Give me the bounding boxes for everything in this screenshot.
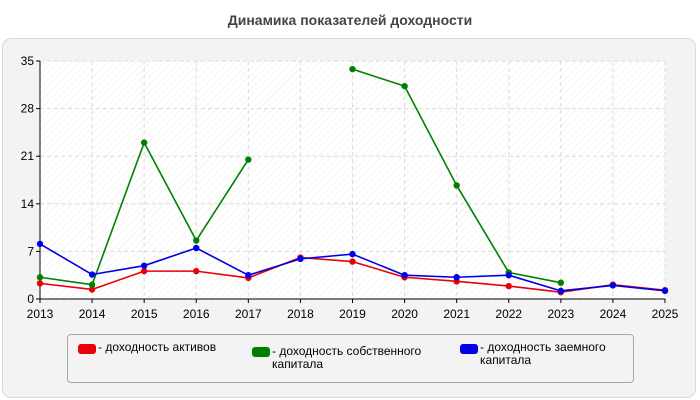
data-point [505, 282, 512, 290]
x-tick-label: 2013 [27, 307, 54, 321]
data-point [193, 237, 200, 244]
x-tick-label: 2025 [652, 307, 679, 321]
data-point [36, 274, 44, 281]
y-tick-label: 21 [21, 149, 35, 163]
data-point [661, 287, 669, 295]
y-tick-label: 35 [21, 54, 35, 68]
data-point [557, 279, 565, 286]
series-layer [36, 65, 669, 296]
data-point [401, 272, 408, 279]
x-tick-label: 2019 [339, 307, 366, 321]
x-tick-label: 2017 [235, 307, 262, 321]
chart-title: Динамика показателей доходности [227, 12, 473, 28]
x-tick-label: 2014 [79, 307, 106, 321]
legend: - доходность активов - доходность собств… [67, 334, 634, 383]
data-point [349, 250, 356, 258]
data-point [193, 244, 200, 252]
data-point [245, 156, 252, 163]
x-tick-label: 2015 [131, 307, 158, 321]
data-point [140, 139, 148, 146]
data-point [88, 271, 96, 278]
x-tick-label: 2016 [183, 307, 210, 321]
x-tick-label: 2018 [287, 307, 314, 321]
data-point [88, 281, 96, 288]
x-tick-label: 2022 [495, 307, 522, 321]
legend-label-assets: - доходность активов [98, 340, 217, 354]
data-point [505, 272, 512, 279]
legend-label-debt: - доходность заемного капитала [480, 340, 606, 367]
data-point [245, 272, 252, 279]
series-2 [36, 240, 669, 295]
y-tick-label: 7 [27, 244, 34, 258]
y-tick-label: 0 [27, 292, 34, 306]
data-point [297, 255, 304, 263]
data-point [193, 267, 200, 275]
data-point [36, 280, 44, 287]
data-point [349, 258, 356, 265]
data-point [453, 274, 460, 281]
x-tick-label: 2021 [443, 307, 470, 321]
y-tick-label: 14 [21, 197, 35, 211]
data-point [140, 267, 148, 275]
data-point [609, 282, 617, 289]
data-point [557, 287, 565, 295]
data-point [88, 286, 96, 293]
legend-label-equity: - доходность собственного капитала [272, 344, 422, 371]
axes: 0 7 14 21 28 35 2013 2014 2015 2016 2017 2018 2019 20… [21, 54, 679, 321]
data-point [401, 82, 408, 90]
data-point [140, 262, 148, 269]
data-point [453, 182, 460, 189]
data-point [36, 240, 44, 248]
legend-swatch-equity [252, 347, 270, 357]
x-tick-label: 2020 [391, 307, 418, 321]
legend-swatch-debt [460, 344, 478, 354]
x-tick-label: 2024 [600, 307, 627, 321]
x-tick-label: 2023 [547, 307, 574, 321]
series-1 [36, 65, 565, 288]
y-tick-label: 28 [21, 102, 35, 116]
legend-swatch-assets [78, 344, 96, 354]
data-point [349, 65, 356, 73]
